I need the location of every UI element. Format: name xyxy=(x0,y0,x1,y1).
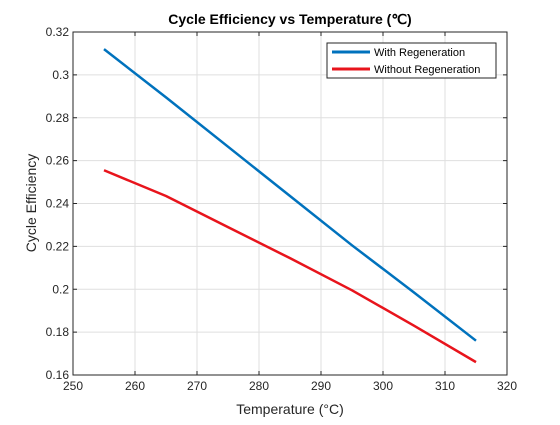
x-tick-label: 320 xyxy=(497,379,517,393)
legend: With Regeneration Without Regeneration xyxy=(326,42,497,79)
chart-title: Cycle Efficiency vs Temperature (℃) xyxy=(168,11,411,27)
grid xyxy=(73,32,507,375)
x-tick-label: 300 xyxy=(373,379,393,393)
y-tick-label: 0.22 xyxy=(46,239,70,253)
y-tick-label: 0.18 xyxy=(46,325,70,339)
legend-label-without-regeneration: Without Regeneration xyxy=(374,64,480,76)
y-tick-label: 0.3 xyxy=(52,68,69,82)
x-tick-label: 290 xyxy=(311,379,331,393)
axis-ticks: 250 260 270 280 290 300 310 320 0.16 0.18 0.2 0.22 0… xyxy=(46,25,518,393)
series-line-with-regeneration xyxy=(103,48,477,342)
x-tick-label: 270 xyxy=(187,379,207,393)
y-tick-label: 0.28 xyxy=(46,111,70,125)
legend-label-with-regeneration: With Regeneration xyxy=(374,47,465,59)
x-tick-label: 280 xyxy=(249,379,269,393)
series-lines xyxy=(103,48,477,364)
x-axis-label: Temperature (°C) xyxy=(236,401,344,417)
y-tick-label: 0.26 xyxy=(46,154,70,168)
y-tick-label: 0.32 xyxy=(46,25,70,39)
y-tick-label: 0.24 xyxy=(46,197,70,211)
series-line-without-regeneration xyxy=(103,169,477,364)
x-tick-label: 250 xyxy=(63,379,83,393)
legend-box xyxy=(326,42,497,79)
x-tick-label: 310 xyxy=(435,379,455,393)
y-tick-label: 0.16 xyxy=(46,368,70,382)
y-tick-label: 0.2 xyxy=(52,282,69,296)
x-tick-label: 260 xyxy=(125,379,145,393)
y-axis-label: Cycle Efficiency xyxy=(23,154,39,253)
